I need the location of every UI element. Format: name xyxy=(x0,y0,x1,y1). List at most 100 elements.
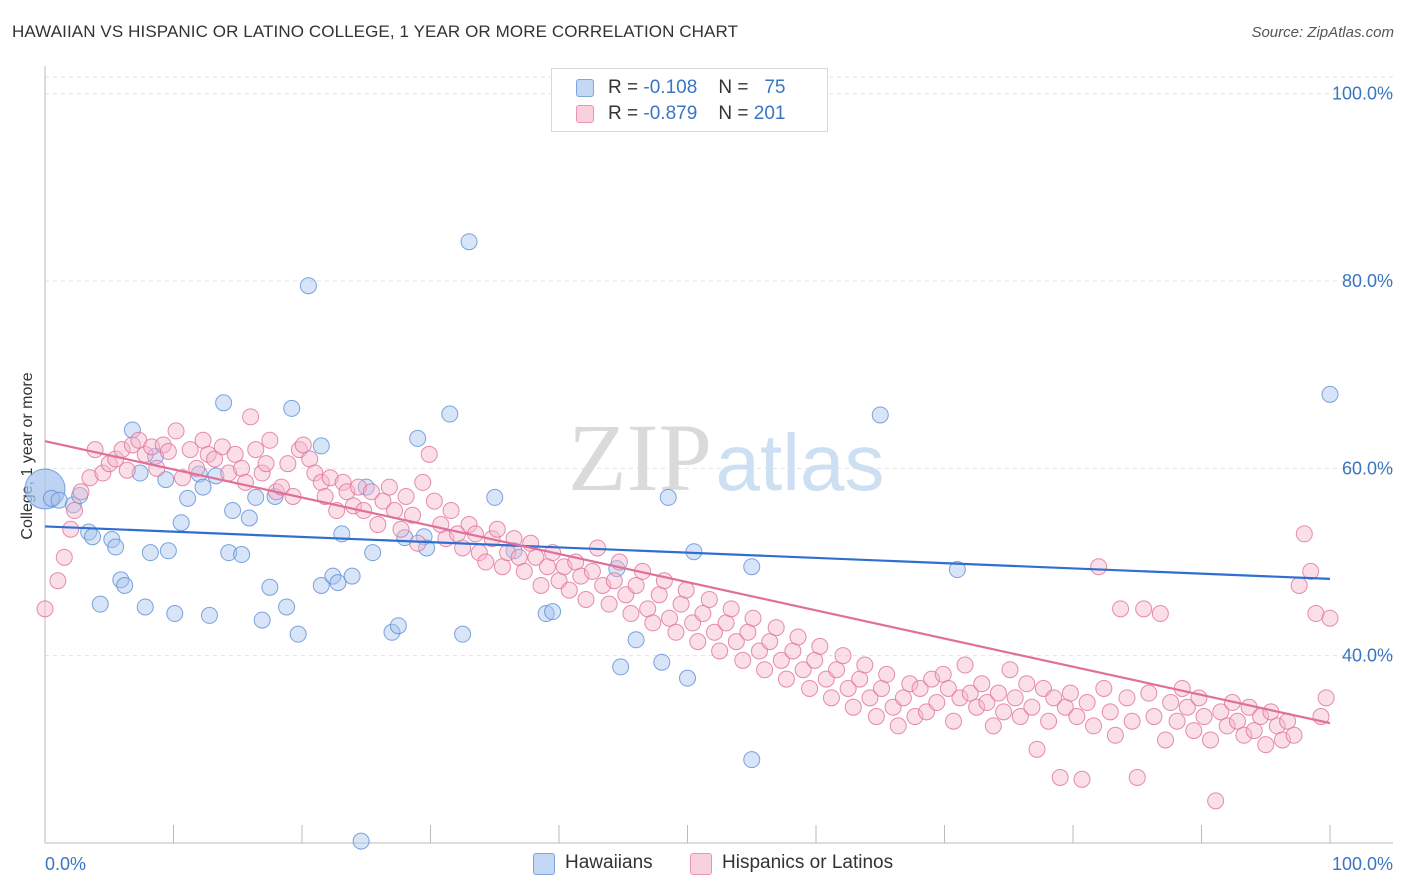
hispanic-point xyxy=(374,492,392,510)
hispanic-point xyxy=(989,684,1007,702)
hispanic-point xyxy=(767,619,785,637)
hispanic-point xyxy=(1157,731,1175,749)
hawaiian-point xyxy=(224,502,242,520)
hawaiian-point xyxy=(278,598,296,616)
legend-swatch-hawaiians xyxy=(576,79,594,97)
hispanic-point xyxy=(167,422,185,440)
hawaiian-point xyxy=(409,429,427,447)
hispanic-point xyxy=(380,478,398,496)
hispanic-point xyxy=(951,689,969,707)
hispanic-point xyxy=(1051,768,1069,786)
hispanic-point xyxy=(188,459,206,477)
hispanic-point xyxy=(1195,708,1213,726)
hawaiian-point xyxy=(233,546,251,564)
y-tick-label: 60.0% xyxy=(1342,458,1393,478)
hispanic-point xyxy=(36,600,54,618)
hispanic-point xyxy=(253,464,271,482)
hispanic-point xyxy=(488,520,506,538)
hispanic-point xyxy=(901,675,919,693)
hispanic-point xyxy=(694,605,712,623)
hispanic-point xyxy=(761,633,779,651)
hawaiian-point xyxy=(179,489,197,507)
hispanic-point xyxy=(734,651,752,669)
hawaiian-trend-line xyxy=(44,525,1331,580)
hispanic-point xyxy=(392,520,410,538)
hispanic-point xyxy=(667,623,685,641)
hawaiian-point xyxy=(948,561,966,579)
hawaiian-point xyxy=(679,669,696,687)
hispanic-point xyxy=(62,520,80,538)
hawaiian-point xyxy=(352,832,370,850)
watermark-zip: ZIP xyxy=(568,404,712,511)
hispanic-point xyxy=(1228,712,1246,730)
hawaiian-point xyxy=(123,421,141,439)
hawaiian-point xyxy=(215,394,233,412)
hispanic-point xyxy=(420,445,438,463)
hispanic-point xyxy=(1118,689,1136,707)
hawaiian-point xyxy=(64,496,82,514)
hawaiian-point xyxy=(653,653,671,671)
legend-n-value: 75 xyxy=(764,77,786,98)
hispanic-point xyxy=(622,605,640,623)
hispanic-point xyxy=(213,438,231,456)
series-hawaiians xyxy=(24,233,1339,850)
hawaiian-point xyxy=(1321,385,1339,403)
hawaiian-point xyxy=(240,509,258,527)
hispanic-point xyxy=(1245,722,1263,740)
hispanic-point xyxy=(822,689,840,707)
hispanic-point xyxy=(705,623,723,641)
hispanic-point xyxy=(1162,694,1180,712)
hawaiian-point xyxy=(253,611,271,629)
hawaiian-point xyxy=(389,617,407,635)
hispanic-point xyxy=(794,661,812,679)
hispanic-point xyxy=(772,651,790,669)
hawaiian-point xyxy=(299,277,317,295)
hawaiian-point xyxy=(289,625,307,643)
hispanic-point xyxy=(1123,712,1141,730)
hispanic-point xyxy=(1185,722,1203,740)
legend-label-hispanics: Hispanics or Latinos xyxy=(722,852,894,873)
hawaiian-point xyxy=(24,468,66,510)
hispanic-point xyxy=(49,572,67,590)
hispanic-point xyxy=(1106,726,1124,744)
hispanic-point xyxy=(86,441,104,459)
hispanic-point xyxy=(677,581,695,599)
hispanic-point xyxy=(1145,708,1163,726)
hispanic-point xyxy=(984,717,1002,735)
hispanic-point xyxy=(939,679,957,697)
hawaiian-point xyxy=(283,399,301,417)
hispanic-point xyxy=(1068,708,1086,726)
hispanic-point xyxy=(861,689,879,707)
hispanic-point xyxy=(1302,562,1320,580)
hawaiian-point xyxy=(454,625,472,643)
hispanic-point xyxy=(1285,726,1303,744)
hispanic-point xyxy=(911,679,929,697)
hispanic-point xyxy=(1212,703,1230,721)
hispanic-point xyxy=(362,483,380,501)
hispanic-point xyxy=(1307,605,1325,623)
hispanic-point xyxy=(834,647,852,665)
legend-n-label: N = xyxy=(718,103,749,124)
hispanic-point xyxy=(1317,689,1335,707)
series-legend: Hawaiians Hispanics or Latinos xyxy=(533,850,953,878)
hispanic-point xyxy=(995,703,1013,721)
hispanic-point xyxy=(722,600,740,618)
legend-label-hawaiians: Hawaiians xyxy=(565,852,653,873)
hawaiian-point xyxy=(261,578,279,596)
hispanic-point xyxy=(72,483,90,501)
hispanic-point xyxy=(425,492,443,510)
hawaiian-point xyxy=(220,544,238,562)
hispanic-point xyxy=(294,436,312,454)
hawaiian-point xyxy=(743,751,761,769)
y-tick-label: 80.0% xyxy=(1342,271,1393,291)
hawaiian-point xyxy=(131,464,149,482)
hispanic-point xyxy=(279,455,297,473)
hispanic-point xyxy=(1001,661,1019,679)
hispanic-point xyxy=(689,633,707,651)
x-tick-label: 100.0% xyxy=(1332,854,1393,874)
hispanic-point xyxy=(261,431,279,449)
hispanic-point xyxy=(1218,717,1236,735)
legend-r-label: R = xyxy=(608,103,639,124)
hispanic-point xyxy=(1140,684,1158,702)
hispanic-point xyxy=(312,473,330,491)
